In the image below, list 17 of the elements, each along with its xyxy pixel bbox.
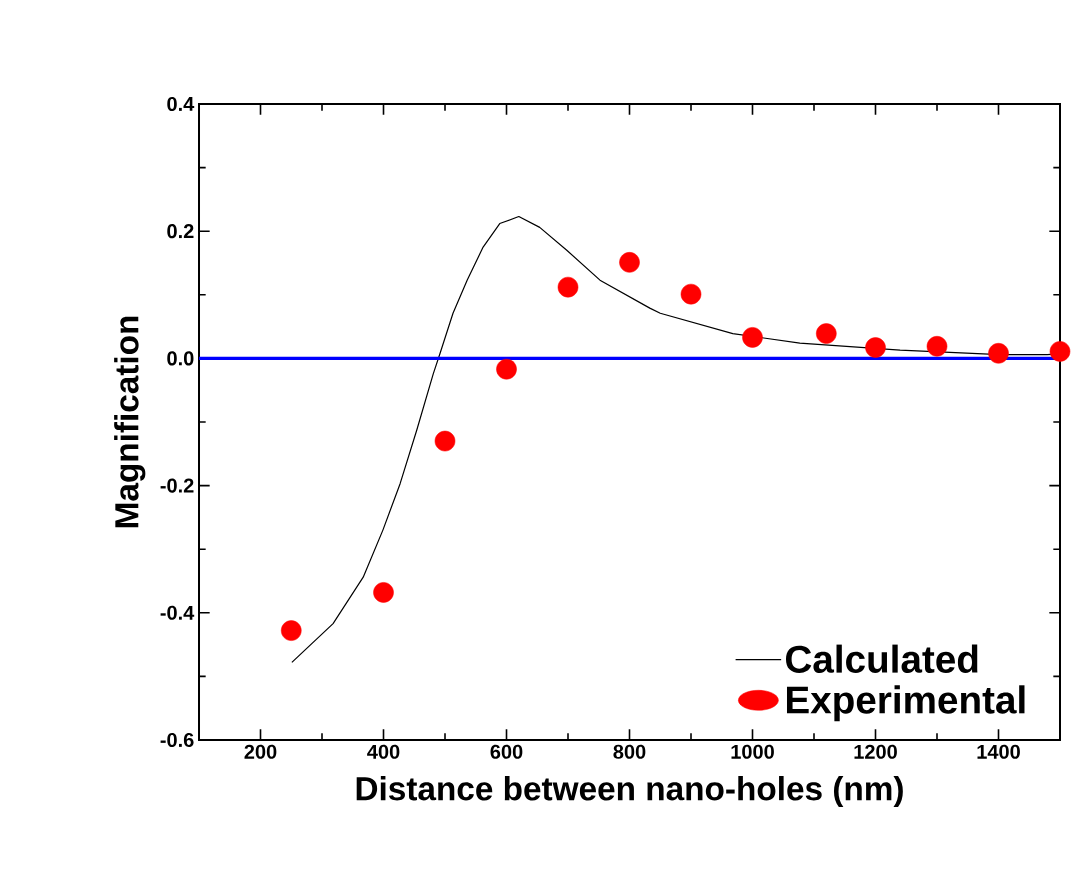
x-axis-title: Distance between nano-holes (nm) (356, 776, 903, 808)
y-tick-label: 0.2 (167, 224, 194, 239)
x-tick-label: 200 (244, 744, 277, 759)
x-tick-label: 1200 (854, 744, 897, 759)
x-tick-label: 1400 (977, 744, 1020, 759)
y-tick-label: -0.6 (160, 732, 194, 748)
x-tick-label: 1000 (731, 744, 774, 759)
legend-label: Calculated (785, 644, 978, 673)
y-axis-title: Magnification (114, 316, 146, 528)
x-tick-label: 400 (367, 744, 400, 759)
legend-label: Experimental (786, 685, 1025, 722)
y-tick-label: 0.4 (167, 96, 195, 112)
y-tick-label: 0.0 (167, 351, 194, 366)
x-tick-label: 600 (490, 744, 523, 759)
y-tick-label: -0.4 (160, 605, 195, 620)
y-tick-label: -0.2 (160, 478, 194, 493)
x-tick-label: 800 (613, 744, 646, 759)
